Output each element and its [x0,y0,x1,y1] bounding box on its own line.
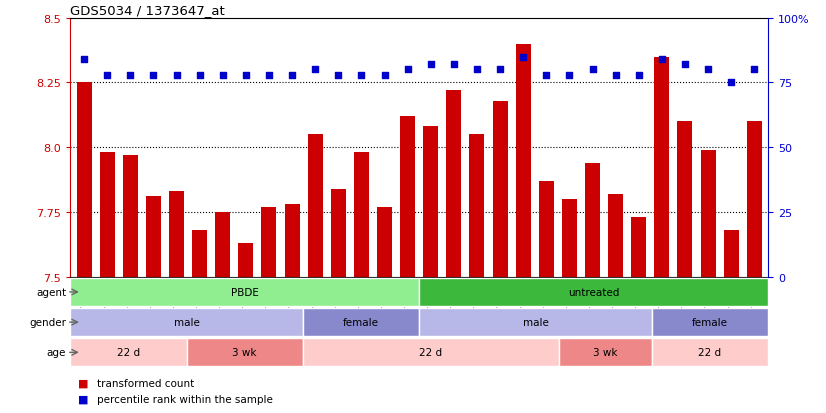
Text: agent: agent [36,287,66,297]
Bar [377,207,392,277]
Text: 3 wk: 3 wk [593,347,618,358]
Bar [608,195,623,277]
FancyBboxPatch shape [303,339,558,366]
Bar [146,197,161,277]
Point [309,67,322,74]
Point [424,62,437,69]
Point [447,62,460,69]
Text: 22 d: 22 d [420,347,443,358]
Bar [192,230,207,277]
Point [539,72,553,79]
Bar [169,192,184,277]
FancyBboxPatch shape [558,339,652,366]
Point [216,72,230,79]
Bar [123,156,138,277]
Point [170,72,183,79]
Text: ■: ■ [78,378,89,388]
FancyBboxPatch shape [652,309,768,336]
FancyBboxPatch shape [303,309,419,336]
Point [240,72,253,79]
Text: 3 wk: 3 wk [232,347,257,358]
Point [632,72,645,79]
Text: age: age [47,347,66,358]
Bar [631,218,646,277]
Point [401,67,415,74]
Bar [216,213,230,277]
Text: ■: ■ [78,394,89,404]
Point [263,72,276,79]
Point [378,72,392,79]
Bar [307,135,323,277]
Text: GDS5034 / 1373647_at: GDS5034 / 1373647_at [70,5,225,17]
Point [678,62,691,69]
Bar [515,45,531,277]
Bar [285,205,300,277]
Bar [239,244,254,277]
Point [470,67,483,74]
Point [701,67,714,74]
Bar [724,230,738,277]
Bar [700,150,715,277]
FancyBboxPatch shape [70,339,187,366]
Bar [562,199,577,277]
Bar [400,117,415,277]
Bar [354,153,369,277]
Bar [469,135,485,277]
Point [147,72,160,79]
Point [332,72,345,79]
Point [724,80,738,87]
Point [748,67,761,74]
Point [124,72,137,79]
Bar [330,189,346,277]
Text: female: female [343,317,379,328]
FancyBboxPatch shape [187,339,303,366]
Bar [677,122,692,277]
Bar [423,127,439,277]
Text: transformed count: transformed count [97,378,194,388]
Text: percentile rank within the sample: percentile rank within the sample [97,394,273,404]
Bar [747,122,762,277]
Point [193,72,206,79]
Bar [492,101,508,277]
Bar [446,91,462,277]
Point [609,72,622,79]
Bar [539,181,553,277]
Point [493,67,506,74]
Text: untreated: untreated [568,287,620,297]
FancyBboxPatch shape [652,339,768,366]
Bar [654,57,669,277]
Point [563,72,576,79]
Text: PBDE: PBDE [230,287,259,297]
Point [586,67,599,74]
Point [655,57,668,63]
Text: 22 d: 22 d [699,347,722,358]
FancyBboxPatch shape [70,309,303,336]
Text: female: female [692,317,728,328]
Text: male: male [173,317,199,328]
Point [516,54,529,61]
Point [286,72,299,79]
Bar [77,83,92,277]
FancyBboxPatch shape [70,278,419,306]
FancyBboxPatch shape [419,278,768,306]
Bar [585,164,600,277]
Point [101,72,114,79]
FancyBboxPatch shape [419,309,652,336]
Bar [262,207,277,277]
Point [78,57,91,63]
Text: gender: gender [29,317,66,328]
Point [355,72,368,79]
Text: 22 d: 22 d [116,347,140,358]
Bar [100,153,115,277]
Text: male: male [523,317,548,328]
